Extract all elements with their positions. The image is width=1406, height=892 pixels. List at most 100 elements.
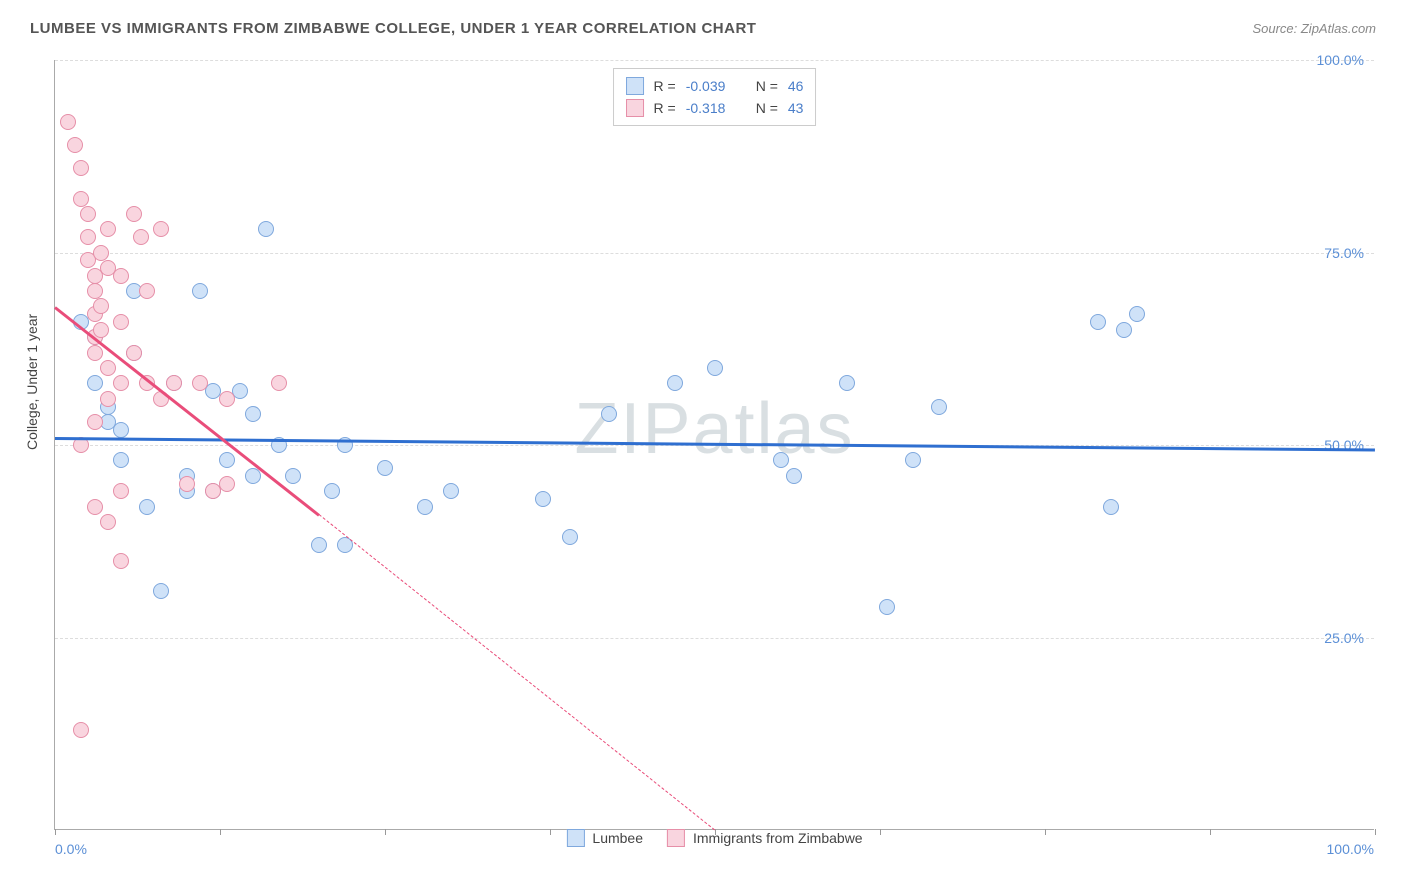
data-point (139, 283, 155, 299)
data-point (113, 422, 129, 438)
data-point (100, 221, 116, 237)
data-point (80, 206, 96, 222)
gridline (55, 253, 1374, 254)
chart-container: LUMBEE VS IMMIGRANTS FROM ZIMBABWE COLLE… (0, 0, 1406, 892)
x-tick (880, 829, 881, 835)
data-point (219, 476, 235, 492)
data-point (258, 221, 274, 237)
data-point (192, 283, 208, 299)
data-point (667, 375, 683, 391)
data-point (87, 499, 103, 515)
legend-n-label: N = (756, 75, 778, 97)
data-point (93, 245, 109, 261)
y-tick-label: 25.0% (1324, 630, 1364, 646)
data-point (1116, 322, 1132, 338)
data-point (324, 483, 340, 499)
data-point (905, 452, 921, 468)
legend-r-label: R = (654, 75, 676, 97)
data-point (73, 160, 89, 176)
y-tick-label: 100.0% (1317, 52, 1364, 68)
data-point (931, 399, 947, 415)
data-point (93, 322, 109, 338)
legend-r-label: R = (654, 97, 676, 119)
data-point (179, 476, 195, 492)
x-tick (1375, 829, 1376, 835)
data-point (219, 452, 235, 468)
legend-r-value: -0.318 (686, 97, 746, 119)
legend-n-value: 46 (788, 75, 804, 97)
data-point (100, 360, 116, 376)
y-axis-title: College, Under 1 year (24, 314, 40, 450)
data-point (535, 491, 551, 507)
legend-swatch (626, 77, 644, 95)
legend-series-item: Lumbee (566, 829, 643, 847)
legend-series-label: Lumbee (592, 830, 643, 846)
data-point (87, 414, 103, 430)
legend-swatch (626, 99, 644, 117)
data-point (245, 406, 261, 422)
data-point (786, 468, 802, 484)
data-point (707, 360, 723, 376)
x-axis-label-min: 0.0% (55, 841, 87, 857)
data-point (219, 391, 235, 407)
watermark: ZIPatlas (574, 388, 854, 470)
legend-series-item: Immigrants from Zimbabwe (667, 829, 863, 847)
data-point (73, 722, 89, 738)
data-point (113, 483, 129, 499)
data-point (1129, 306, 1145, 322)
data-point (153, 221, 169, 237)
data-point (839, 375, 855, 391)
data-point (153, 583, 169, 599)
data-point (377, 460, 393, 476)
legend-row: R =-0.039N =46 (626, 75, 804, 97)
data-point (87, 345, 103, 361)
x-tick (1210, 829, 1211, 835)
data-point (73, 191, 89, 207)
x-axis-label-max: 100.0% (1327, 841, 1374, 857)
legend-swatch (566, 829, 584, 847)
x-tick (550, 829, 551, 835)
data-point (113, 553, 129, 569)
plot-area: ZIPatlas R =-0.039N =46R =-0.318N =43 Lu… (54, 60, 1374, 830)
legend-row: R = -0.318 N = 43 (626, 97, 804, 119)
legend-n-value: 43 (788, 97, 804, 119)
title-row: LUMBEE VS IMMIGRANTS FROM ZIMBABWE COLLE… (30, 20, 1376, 37)
data-point (166, 375, 182, 391)
gridline (55, 638, 1374, 639)
data-point (133, 229, 149, 245)
gridline (55, 60, 1374, 61)
x-tick (55, 829, 56, 835)
source-label: Source: ZipAtlas.com (1252, 21, 1376, 36)
data-point (93, 298, 109, 314)
data-point (417, 499, 433, 515)
data-point (126, 206, 142, 222)
x-tick (385, 829, 386, 835)
data-point (113, 375, 129, 391)
y-tick-label: 75.0% (1324, 245, 1364, 261)
data-point (562, 529, 578, 545)
data-point (773, 452, 789, 468)
data-point (126, 345, 142, 361)
legend-swatch (667, 829, 685, 847)
data-point (139, 499, 155, 515)
data-point (87, 375, 103, 391)
data-point (443, 483, 459, 499)
x-tick (220, 829, 221, 835)
data-point (113, 452, 129, 468)
trend-line (319, 514, 716, 830)
data-point (271, 375, 287, 391)
chart-title: LUMBEE VS IMMIGRANTS FROM ZIMBABWE COLLE… (30, 20, 756, 37)
data-point (100, 391, 116, 407)
legend-series-label: Immigrants from Zimbabwe (693, 830, 863, 846)
data-point (192, 375, 208, 391)
legend-correlation: R =-0.039N =46R =-0.318N =43 (613, 68, 817, 126)
data-point (80, 229, 96, 245)
legend-n-label: N = (756, 97, 778, 119)
x-tick (1045, 829, 1046, 835)
data-point (60, 114, 76, 130)
data-point (879, 599, 895, 615)
data-point (1090, 314, 1106, 330)
data-point (113, 314, 129, 330)
data-point (67, 137, 83, 153)
data-point (100, 514, 116, 530)
